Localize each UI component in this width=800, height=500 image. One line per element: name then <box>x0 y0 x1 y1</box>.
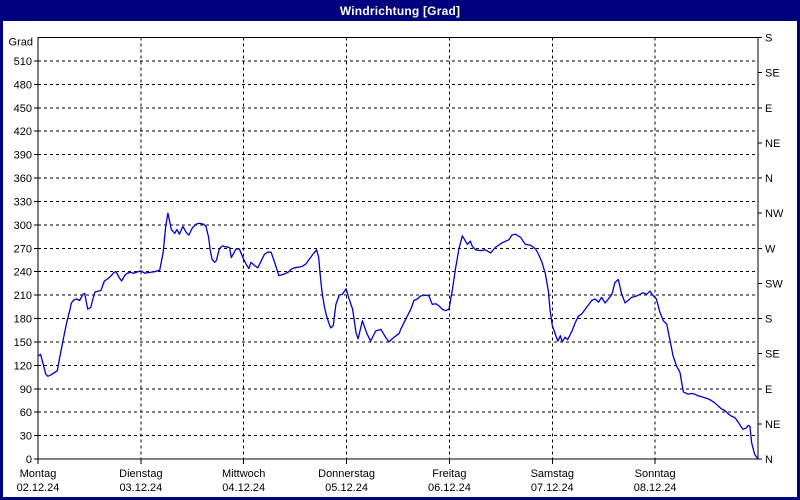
y-left-tick-label: 180 <box>14 314 32 326</box>
y-left-tick-label: 0 <box>26 454 32 466</box>
y-left-tick-label: 240 <box>14 267 32 279</box>
y-right-tick-label: N <box>765 454 773 466</box>
wind-direction-line <box>37 212 759 460</box>
y-left-tick-label: 300 <box>14 220 32 232</box>
title-bar: Windrichtung [Grad] <box>0 0 800 21</box>
chart-panel <box>3 21 797 497</box>
y-left-tick-label: 330 <box>14 196 32 208</box>
y-right-tick-label: S <box>765 314 772 326</box>
axes <box>34 37 762 464</box>
x-day-date: 05.12.24 <box>325 482 368 494</box>
y-left-tick-label: 120 <box>14 360 32 372</box>
y-left-tick-label: 390 <box>14 150 32 162</box>
y-right-tick-label: E <box>765 103 772 115</box>
x-day-name: Donnerstag <box>318 468 375 480</box>
y-left-tick-label: 510 <box>14 56 32 68</box>
axis-labels: Grad 0 30 60 90 120 150 180 210 240 270 300 330 360 39… <box>9 33 784 495</box>
y-left-tick-label: 450 <box>14 103 32 115</box>
x-day-name: Sonntag <box>635 468 676 480</box>
x-day-date: 02.12.24 <box>17 482 60 494</box>
x-day-name: Mittwoch <box>222 468 265 480</box>
x-day-date: 06.12.24 <box>428 482 471 494</box>
y-right-tick-label: NE <box>765 138 780 150</box>
y-left-tick-label: 480 <box>14 79 32 91</box>
y-right-tick-label: S <box>765 33 772 45</box>
y-right-tick-label: W <box>765 243 776 255</box>
y-left-tick-label: 210 <box>14 290 32 302</box>
x-day-name: Samstag <box>531 468 574 480</box>
y-right-tick-label: E <box>765 384 772 396</box>
x-day-name: Montag <box>20 468 57 480</box>
x-day-date: 08.12.24 <box>634 482 677 494</box>
y-right-tick-label: NW <box>765 208 784 220</box>
y-right-tick-label: NE <box>765 419 780 431</box>
window-title: Windrichtung [Grad] <box>339 3 461 18</box>
y-left-tick-label: 360 <box>14 173 32 185</box>
y-right-tick-label: SE <box>765 349 780 361</box>
x-day-name: Dienstag <box>119 468 162 480</box>
y-right-tick-label: SW <box>765 278 783 290</box>
y-left-tick-label: 30 <box>20 431 32 443</box>
y-left-axis-title: Grad <box>9 37 33 49</box>
y-left-tick-label: 60 <box>20 407 32 419</box>
y-left-tick-label: 420 <box>14 126 32 138</box>
y-left-tick-label: 150 <box>14 337 32 349</box>
y-left-tick-label: 90 <box>20 384 32 396</box>
y-right-tick-label: SE <box>765 68 780 80</box>
x-day-name: Freitag <box>432 468 466 480</box>
x-day-date: 04.12.24 <box>222 482 265 494</box>
x-day-date: 03.12.24 <box>119 482 162 494</box>
x-day-date: 07.12.24 <box>531 482 574 494</box>
y-right-tick-label: N <box>765 173 773 185</box>
gridlines <box>38 37 758 459</box>
y-left-tick-label: 270 <box>14 243 32 255</box>
